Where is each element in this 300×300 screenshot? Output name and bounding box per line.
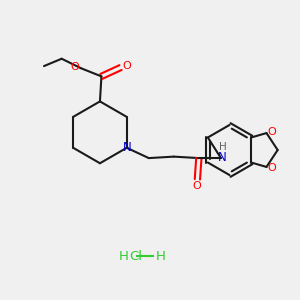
Text: Cl: Cl (129, 250, 142, 262)
Text: H: H (155, 250, 165, 262)
Text: O: O (267, 127, 276, 136)
Text: H: H (218, 142, 226, 152)
Text: O: O (123, 61, 131, 71)
Text: O: O (192, 181, 201, 191)
Text: O: O (70, 62, 79, 72)
Text: N: N (218, 151, 227, 164)
Text: O: O (267, 164, 276, 173)
Text: N: N (123, 141, 132, 154)
Text: H: H (118, 250, 128, 262)
